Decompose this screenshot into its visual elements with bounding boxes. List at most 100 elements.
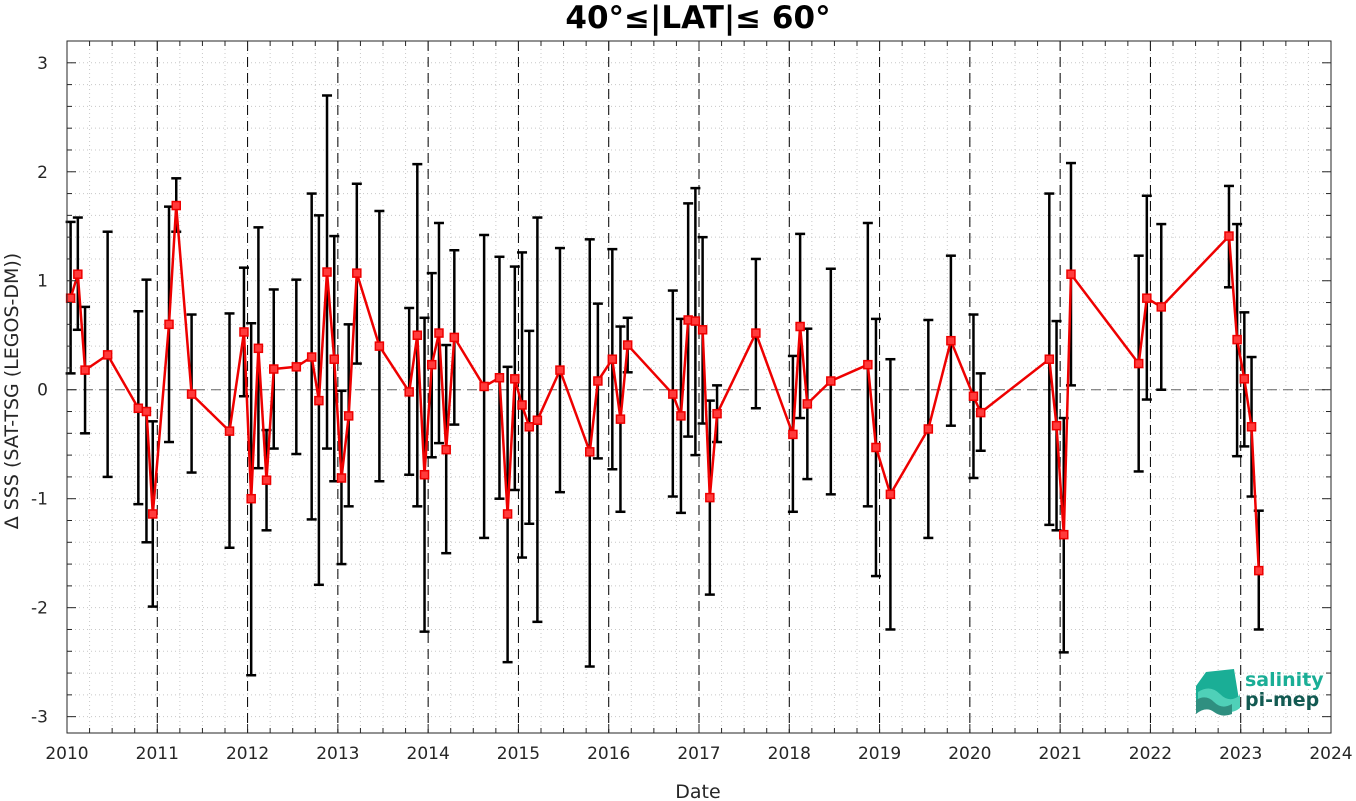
data-point-marker — [1066, 269, 1076, 279]
x-tick-label: 2010 — [45, 744, 88, 764]
data-point-marker — [291, 362, 302, 372]
data-point-marker — [705, 492, 715, 503]
data-point-marker — [269, 364, 279, 374]
data-point-marker — [871, 442, 881, 453]
data-point-marker — [1246, 422, 1257, 432]
data-point-marker — [1059, 529, 1069, 540]
data-point-marker — [253, 343, 264, 354]
data-point-marker — [306, 352, 317, 362]
data-point-marker — [141, 406, 152, 417]
data-point-marker — [622, 340, 633, 350]
data-point-marker — [329, 354, 339, 364]
x-tick-label: 2024 — [1309, 744, 1352, 764]
x-tick-label: 2016 — [587, 744, 630, 764]
x-tick-label: 2023 — [1219, 744, 1262, 764]
data-point-marker — [80, 365, 90, 375]
chart-title: 40°≤|LAT|≤ 60° — [565, 0, 830, 36]
data-point-marker — [975, 407, 986, 418]
data-point-marker — [352, 268, 362, 278]
data-point-marker — [449, 332, 460, 343]
data-point-marker — [322, 267, 332, 277]
data-point-marker — [1051, 420, 1062, 431]
data-point-marker — [585, 447, 595, 457]
x-tick-label: 2018 — [768, 744, 811, 764]
data-point-marker — [404, 387, 414, 397]
x-tick-label: 2019 — [858, 744, 901, 764]
data-point-marker — [494, 372, 505, 383]
data-point-marker — [697, 325, 708, 335]
data-point-marker — [239, 327, 249, 337]
data-point-marker — [676, 411, 686, 421]
y-tick-label: 2 — [37, 163, 48, 183]
data-point-marker — [1232, 334, 1242, 345]
data-point-marker — [1044, 354, 1055, 364]
data-point-marker — [314, 395, 324, 406]
data-point-marker — [419, 469, 430, 480]
data-point-marker — [502, 509, 513, 519]
data-point-marker — [1239, 374, 1250, 384]
data-point-marker — [607, 354, 618, 364]
data-point-marker — [593, 376, 603, 386]
data-point-marker — [261, 475, 272, 485]
data-point-marker — [102, 350, 113, 360]
logo-text-pi-mep: pi-mep — [1245, 689, 1319, 711]
data-point-marker — [712, 408, 722, 419]
data-point-marker — [148, 509, 158, 519]
data-point-marker — [517, 400, 527, 410]
x-tick-label: 2017 — [677, 744, 720, 764]
year-lines — [156, 41, 1242, 733]
y-tick-label: 3 — [37, 54, 48, 74]
y-tick-label: -1 — [31, 490, 48, 510]
x-tick-label: 2021 — [1039, 744, 1082, 764]
data-point-marker — [479, 381, 489, 392]
data-point-marker — [164, 319, 174, 330]
data-point-marker — [510, 374, 520, 384]
data-point-marker — [434, 328, 444, 338]
data-point-marker — [885, 489, 896, 500]
y-axis-title: Δ SSS (SAT-TSG (LEGOS-DM)) — [1, 253, 23, 529]
x-tick-label: 2014 — [407, 744, 450, 764]
data-point-marker — [65, 293, 76, 303]
x-tick-label: 2011 — [136, 744, 179, 764]
data-point-marker — [441, 444, 451, 455]
data-point-marker — [186, 389, 197, 399]
data-point-marker — [1156, 302, 1167, 312]
y-tick-label: 1 — [37, 272, 48, 292]
y-tick-label: -2 — [31, 599, 48, 619]
x-tick-label: 2013 — [316, 744, 359, 764]
salinity-pi-mep-logo: salinity pi-mep — [1196, 669, 1324, 716]
data-point-marker — [73, 269, 83, 279]
data-point-marker — [246, 493, 256, 504]
data-point-marker — [923, 424, 934, 434]
x-axis-title: Date — [675, 781, 720, 801]
x-tick-label: 2015 — [497, 744, 540, 764]
data-point-marker — [615, 414, 626, 424]
data-point-marker — [336, 473, 347, 483]
x-tick-label: 2012 — [226, 744, 269, 764]
x-tick-label: 2022 — [1129, 744, 1172, 764]
data-point-marker — [788, 429, 798, 440]
data-point-marker — [802, 399, 813, 409]
data-point-marker — [751, 328, 761, 338]
markers — [65, 200, 1264, 576]
logo-text-salinity: salinity — [1245, 669, 1324, 691]
x-tick-labels: 2010 2011 2012 2013 2014 2015 2016 2017 2018 2019… — [45, 744, 1352, 764]
data-point-marker — [133, 403, 144, 414]
x-tick-label: 2020 — [948, 744, 991, 764]
data-point-marker — [968, 391, 979, 402]
y-tick-label: 0 — [37, 381, 48, 401]
axis-ticks — [66, 40, 1332, 733]
data-point-marker — [171, 200, 181, 211]
data-point-marker — [690, 316, 701, 326]
data-point-marker — [555, 365, 565, 375]
data-point-marker — [412, 330, 423, 340]
data-point-marker — [795, 321, 805, 332]
data-point-marker — [946, 335, 956, 346]
data-point-marker — [1224, 231, 1234, 241]
data-point-marker — [224, 426, 235, 436]
data-point-marker — [668, 389, 678, 399]
data-point-marker — [524, 422, 535, 432]
data-point-marker — [427, 359, 437, 370]
